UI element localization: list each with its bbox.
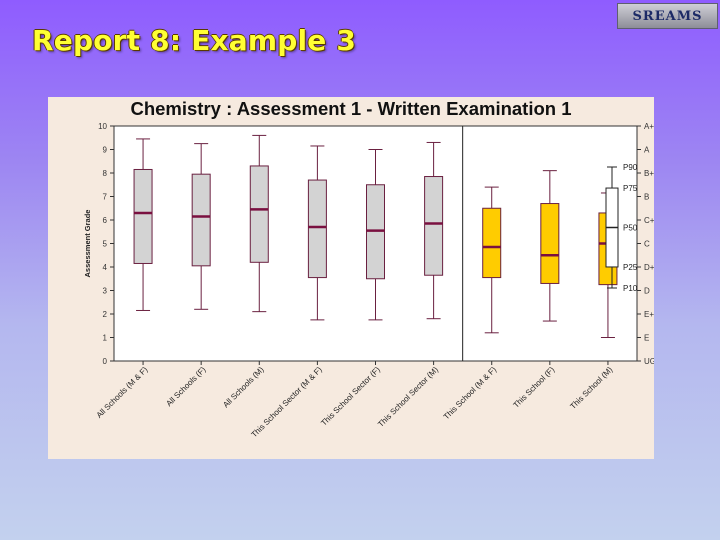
slide-title: Report 8: Example 3 (32, 24, 357, 57)
category-label: All Schools (M) (221, 365, 266, 410)
category-label: All Schools (F) (164, 365, 207, 408)
y-axis-label: Assessment Grade (83, 210, 92, 278)
grade-label: B (644, 193, 649, 202)
legend-label: P50 (623, 224, 638, 233)
box-iqr (191, 173, 211, 267)
logo-text: SREAMS (632, 8, 703, 24)
category-label: This School (M) (568, 365, 614, 411)
legend-label: P25 (623, 263, 638, 272)
grade-label: UG (644, 357, 654, 366)
y-tick-label: 0 (103, 357, 108, 366)
grade-label: C (644, 240, 650, 249)
y-tick-label: 9 (103, 146, 108, 155)
category-label: This School (M & F) (442, 365, 499, 422)
box-plot-chart: 0 UG 1 E 2 E+ 3 D 4 D+ 5 C 6 C+ 7 B 8 B+ 9 A 10 A+ Assessment … (83, 122, 654, 439)
grade-label: A (644, 146, 650, 155)
box-iqr (249, 165, 269, 263)
grade-label: B+ (644, 169, 654, 178)
legend-label: P75 (623, 184, 638, 193)
y-tick-label: 10 (98, 122, 107, 131)
y-tick-label: 4 (103, 263, 108, 272)
category-label: All Schools (M & F) (95, 365, 150, 420)
sreams-logo: SREAMS (617, 3, 718, 29)
legend-label: P10 (623, 284, 638, 293)
y-tick-label: 2 (103, 310, 108, 319)
box-iqr (482, 207, 502, 279)
box-iqr (540, 203, 560, 284)
box-iqr (307, 179, 327, 279)
category-label: This School (F) (512, 365, 557, 410)
y-tick-label: 1 (103, 334, 108, 343)
y-tick-label: 5 (103, 240, 108, 249)
grade-label: A+ (644, 122, 654, 131)
y-tick-label: 6 (103, 216, 108, 225)
category-label: This School Sector (M) (376, 365, 440, 429)
y-tick-label: 7 (103, 193, 108, 202)
grade-label: D+ (644, 263, 654, 272)
box-iqr (424, 176, 444, 276)
chart-title: Chemistry : Assessment 1 - Written Exami… (130, 98, 572, 119)
grade-label: D (644, 287, 650, 296)
y-tick-label: 8 (103, 169, 108, 178)
category-label: This School Sector (F) (319, 365, 382, 428)
grade-label: C+ (644, 216, 654, 225)
box-iqr (133, 168, 153, 264)
y-tick-label: 3 (103, 287, 108, 296)
legend-label: P90 (623, 163, 638, 172)
chart-panel: Chemistry : Assessment 1 - Written Exami… (48, 97, 654, 459)
grade-label: E+ (644, 310, 654, 319)
grade-label: E (644, 334, 649, 343)
